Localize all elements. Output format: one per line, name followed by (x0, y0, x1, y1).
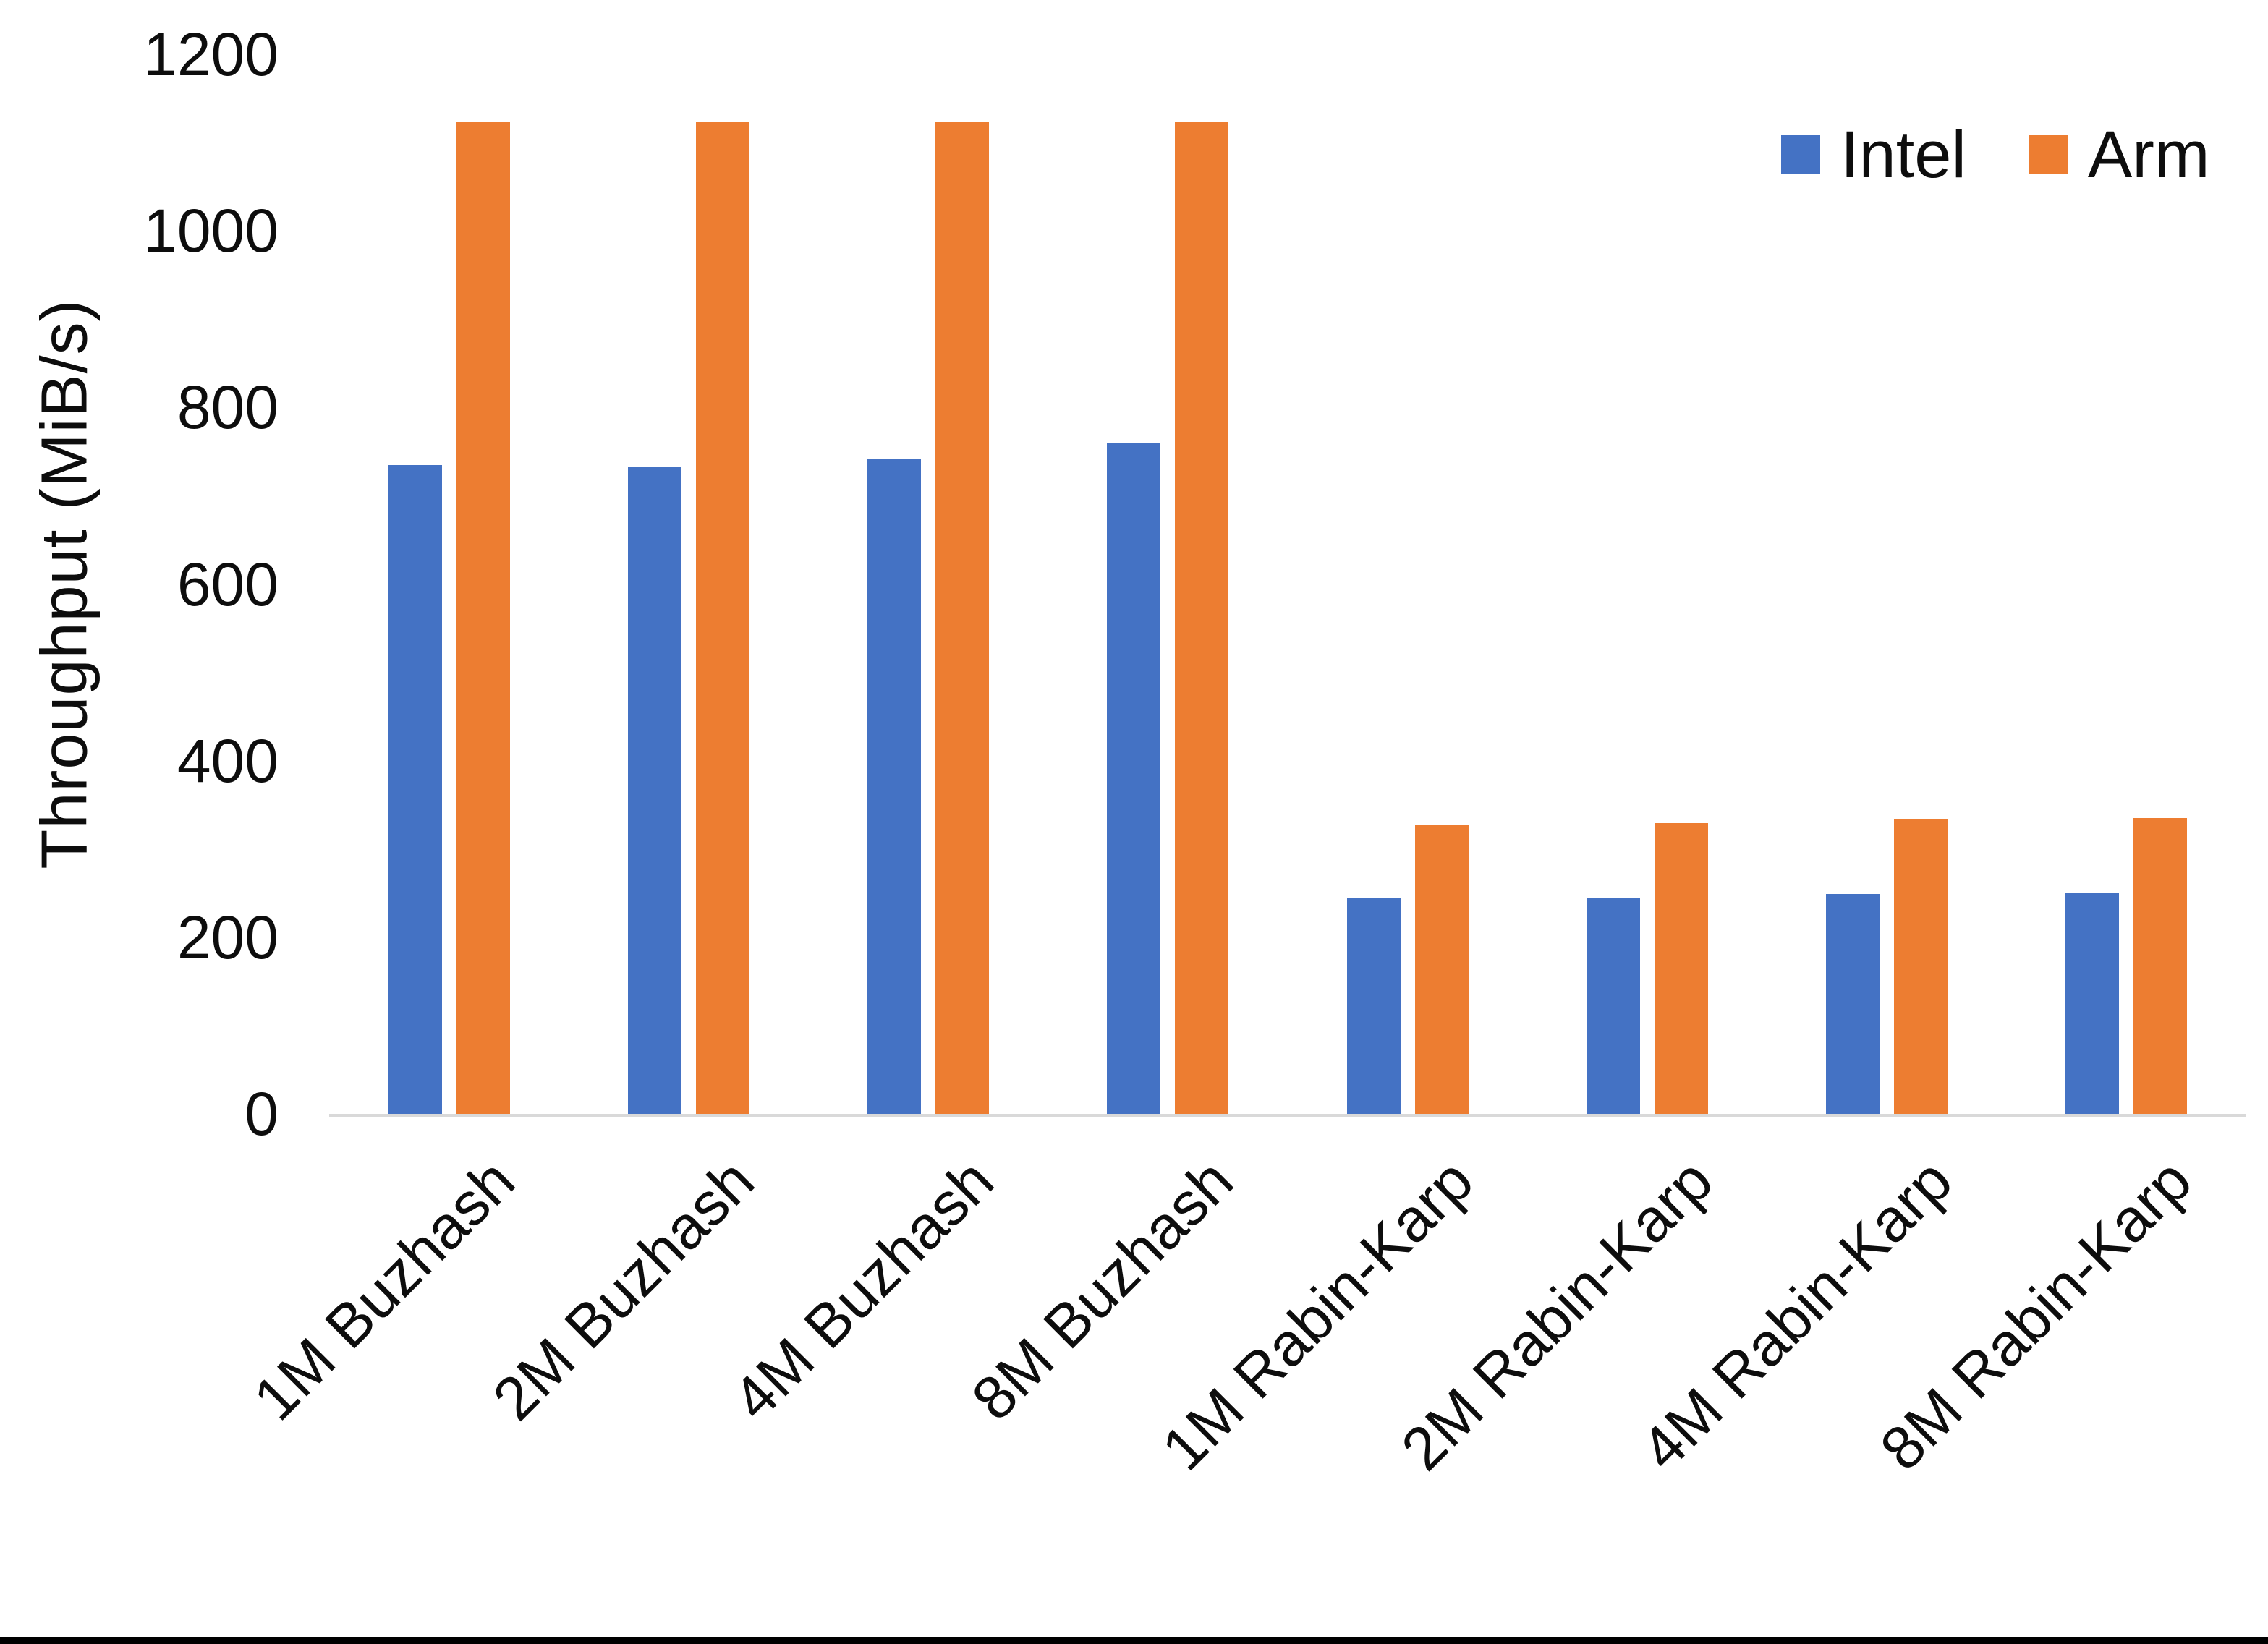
bar-arm-2m-buzhash (696, 122, 749, 1114)
legend-label-arm: Arm (2087, 118, 2210, 192)
bar-arm-8m-rabin-karp (2133, 818, 2187, 1114)
legend-item-intel: Intel (1781, 122, 1966, 188)
plot-area (329, 54, 2246, 1117)
bar-intel-8m-rabin-karp (2065, 893, 2119, 1114)
bar-arm-2m-rabin-karp (1655, 823, 1708, 1114)
bar-intel-4m-buzhash (867, 459, 921, 1114)
legend-label-intel: Intel (1840, 118, 1966, 192)
y-tick-label-800: 800 (177, 373, 279, 442)
legend-swatch-arm (2028, 135, 2068, 174)
x-tick-label-1m-buzhash: 1M Buzhash (239, 1146, 527, 1434)
legend-swatch-intel (1781, 135, 1820, 174)
y-tick-label-1200: 1200 (143, 20, 279, 88)
bar-arm-4m-rabin-karp (1894, 819, 1948, 1114)
bottom-border (0, 1637, 2268, 1644)
bar-intel-1m-rabin-karp (1347, 898, 1401, 1114)
y-tick-label-400: 400 (177, 726, 279, 795)
bar-intel-2m-rabin-karp (1587, 898, 1640, 1114)
legend: Intel Arm (1781, 122, 2210, 188)
bar-arm-8m-buzhash (1175, 122, 1228, 1114)
bar-arm-1m-buzhash (456, 122, 510, 1114)
bar-intel-2m-buzhash (628, 467, 681, 1114)
bar-intel-4m-rabin-karp (1826, 894, 1880, 1114)
bar-intel-1m-buzhash (388, 465, 442, 1114)
legend-item-arm: Arm (2028, 118, 2210, 192)
bar-intel-8m-buzhash (1107, 443, 1160, 1114)
y-tick-label-600: 600 (177, 550, 279, 618)
y-tick-label-1000: 1000 (143, 197, 279, 265)
y-tick-label-200: 200 (177, 903, 279, 971)
bar-arm-4m-buzhash (935, 122, 989, 1114)
bar-arm-1m-rabin-karp (1415, 825, 1469, 1114)
y-tick-label-0: 0 (245, 1080, 279, 1148)
